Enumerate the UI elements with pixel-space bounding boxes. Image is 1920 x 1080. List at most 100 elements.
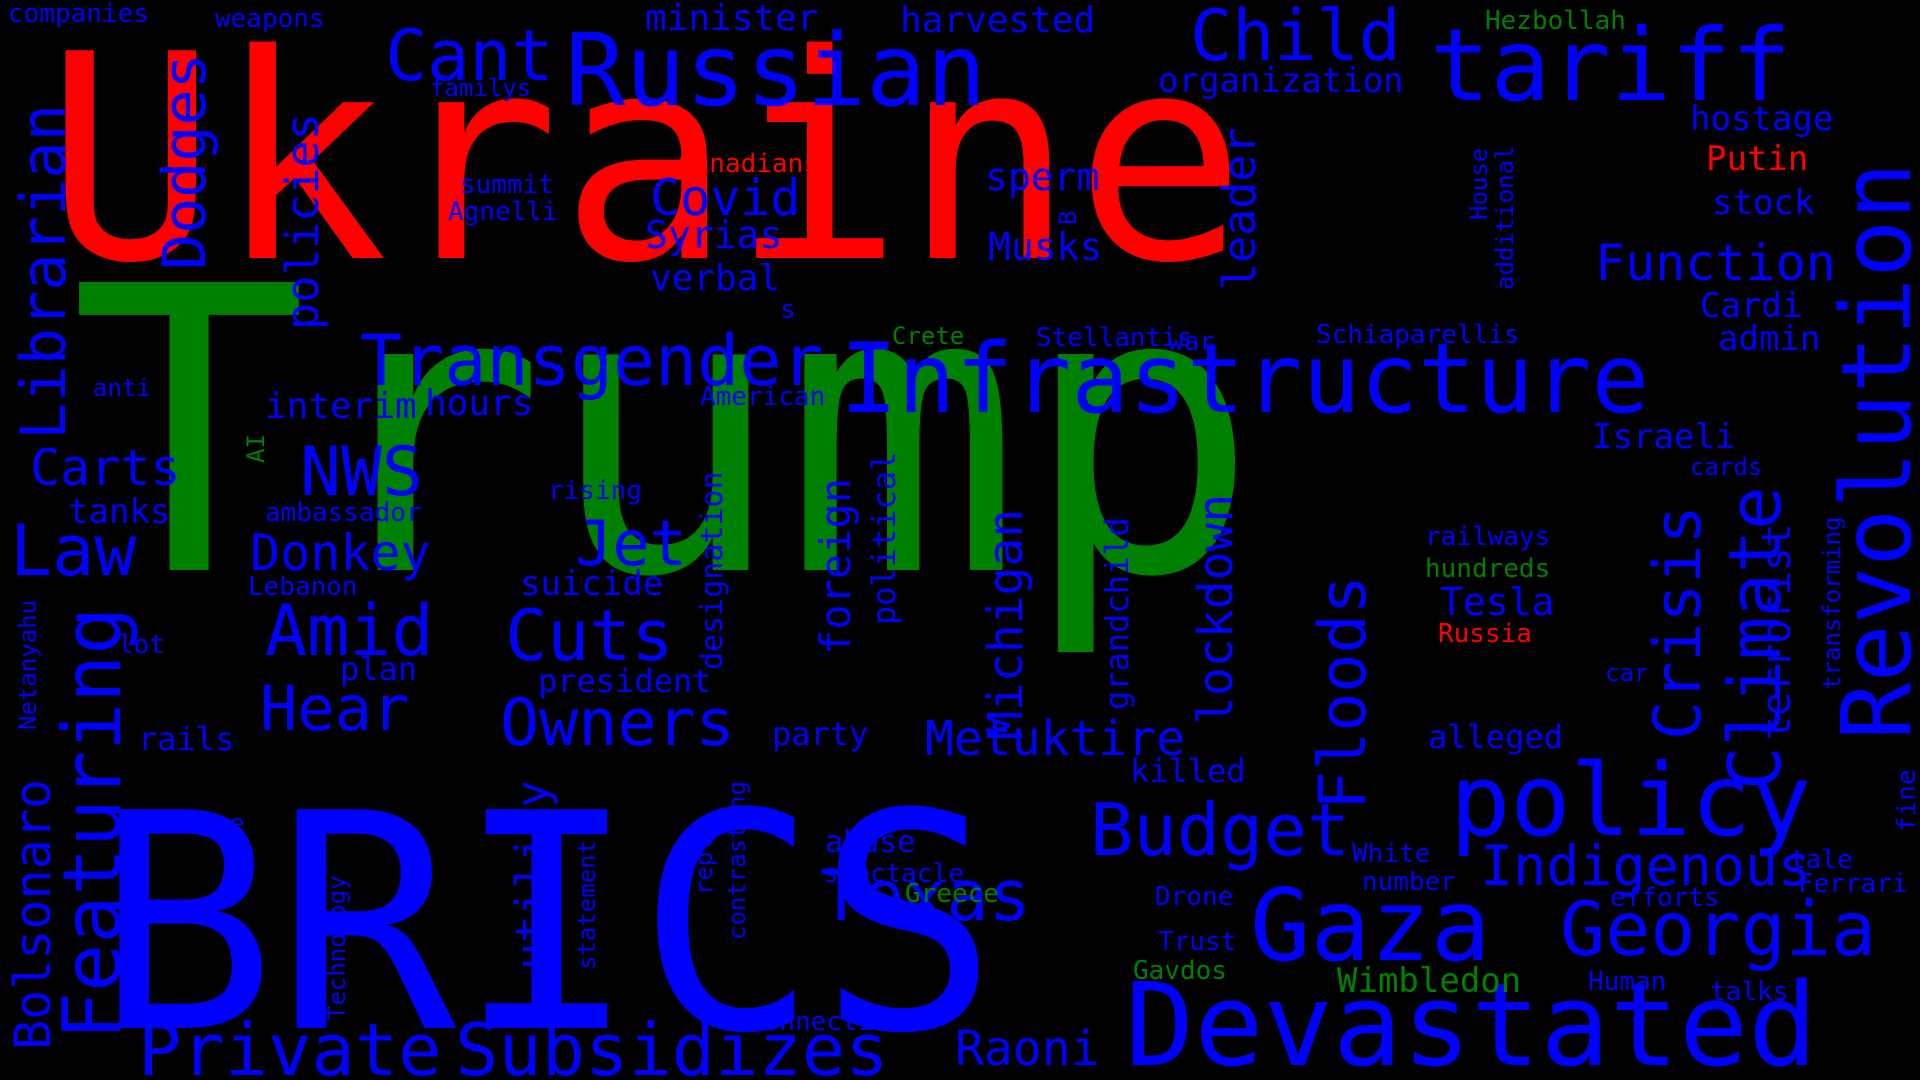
cloud-word-subsidizes: Subsidizes: [455, 1008, 888, 1080]
cloud-word-greece: Greece: [905, 879, 999, 909]
cloud-word-killed: killed: [1130, 752, 1246, 790]
cloud-word-amid: Amid: [265, 590, 434, 672]
cloud-word-librarian: Librarian: [7, 104, 80, 440]
cloud-word-carts: Carts: [30, 439, 181, 497]
cloud-word-devastated: Devastated: [1125, 959, 1817, 1080]
cloud-word-covid: Covid: [650, 169, 801, 227]
cloud-word-transgender: Transgender: [360, 320, 824, 402]
cloud-word-utility: utility: [506, 780, 559, 970]
cloud-word-sperm: sperm: [985, 155, 1099, 199]
cloud-word-gaza: Gaza: [1250, 867, 1491, 984]
cloud-word-rising: rising: [548, 476, 642, 506]
cloud-word-white: White: [1352, 839, 1430, 869]
cloud-word-indigenous: Indigenous: [1480, 834, 1811, 898]
cloud-word-additional: additional: [1491, 146, 1519, 291]
cloud-word-ambassador: ambassador: [265, 498, 422, 528]
cloud-word-minister: minister: [645, 0, 818, 39]
cloud-word-statement: statement: [573, 840, 601, 970]
cloud-word-transforming: transforming: [1818, 517, 1846, 690]
cloud-word-organization: organization: [1158, 61, 1404, 101]
cloud-word-infrastructure: Infrastructure: [840, 323, 1649, 435]
cloud-word-hezbollah: Hezbollah: [1485, 6, 1626, 36]
cloud-word-drone: Drone: [1155, 882, 1233, 912]
cloud-word-featuring: Featuring: [46, 607, 139, 1040]
cloud-word-private: Private: [138, 1008, 441, 1080]
cloud-word-netanyahu: Netanyahu: [14, 600, 42, 730]
cloud-word-abuse: abuse: [825, 825, 915, 860]
cloud-word-russia: Russia: [1438, 619, 1532, 649]
cloud-word-nws: NWS: [300, 433, 423, 512]
cloud-word-law: Law: [10, 510, 137, 592]
cloud-word-connections: Connections: [748, 1007, 920, 1037]
cloud-word-russian: Russian: [565, 12, 986, 129]
cloud-word-policies: policies: [276, 113, 329, 330]
cloud-word-foreign: foreign: [811, 478, 860, 655]
cloud-word-contrasting: contrasting: [723, 781, 751, 940]
cloud-word-summit: summit: [460, 170, 554, 200]
cloud-word-alleged: alleged: [1428, 718, 1563, 756]
cloud-word-admin: admin: [1718, 319, 1820, 359]
cloud-word-railways: railways: [1425, 522, 1550, 552]
cloud-word-weapons: weapons: [215, 4, 325, 34]
cloud-word-hostage: hostage: [1690, 99, 1833, 139]
cloud-word-syrias: Syrias: [645, 213, 782, 257]
cloud-word-ai: AI: [242, 434, 270, 463]
cloud-word-dodges: Dodges: [150, 53, 220, 270]
cloud-word-anti: anti: [93, 374, 151, 402]
cloud-word-terrorist: terrorist: [1754, 523, 1800, 740]
cloud-word-brics: BRICS: [95, 750, 998, 1080]
cloud-word-s: s: [780, 295, 796, 325]
cloud-word-harvested: harvested: [900, 0, 1095, 41]
cloud-word-schiaparellis: Schiaparellis: [1316, 320, 1520, 350]
cloud-word-verbal: verbal: [650, 258, 780, 299]
cloud-word-house: House: [1465, 148, 1493, 220]
cloud-word-ferrari: Ferrari: [1798, 869, 1908, 899]
cloud-word-american: American: [700, 382, 825, 412]
cloud-word-war: war: [1168, 327, 1215, 357]
cloud-word-leader: leader: [1213, 127, 1266, 290]
cloud-word-bolsonaro: Bolsonaro: [4, 779, 62, 1050]
cloud-word-israeli: Israeli: [1592, 417, 1735, 457]
cloud-word-owners: Owners: [500, 686, 735, 761]
cloud-word-designation: designation: [695, 471, 730, 670]
cloud-word-lockdown: lockdown: [1188, 494, 1244, 725]
cloud-word-hear: Hear: [260, 672, 409, 745]
cloud-word-hours: hours: [425, 383, 533, 424]
cloud-word-cards: cards: [1690, 453, 1762, 481]
cloud-word-climate: Climate: [1713, 487, 1797, 790]
cloud-word-number: number: [1362, 867, 1456, 897]
cloud-word-jet: Jet: [575, 507, 687, 580]
cloud-word-suicide: suicide: [520, 564, 663, 604]
cloud-word-agnelli: Agnelli: [448, 197, 558, 227]
cloud-word-car: car: [1605, 659, 1648, 687]
cloud-word-rails: rails: [138, 720, 234, 758]
cloud-word-interim: interim: [265, 386, 417, 427]
cloud-word-familys: familys: [430, 74, 531, 102]
cloud-word-canadians: Canadians: [678, 149, 819, 179]
cloud-word-cuts: Cuts: [505, 595, 674, 677]
cloud-word-party: party: [772, 715, 868, 753]
cloud-word-tanks: tanks: [68, 492, 170, 532]
cloud-word-human: Human: [1588, 967, 1666, 997]
cloud-word-cardi: Cardi: [1700, 286, 1802, 326]
cloud-word-tariff: tariff: [1430, 7, 1791, 124]
cloud-word-grandchild: grandchild: [1098, 517, 1136, 710]
cloud-word-texas: Texas: [820, 855, 1031, 937]
cloud-word-gavdos: Gavdos: [1133, 956, 1227, 986]
cloud-word-tesla: Tesla: [1440, 580, 1554, 624]
cloud-word-b: B: [1054, 211, 1082, 225]
cloud-word-technology: Technology: [323, 876, 351, 1021]
cloud-word-child: Child: [1190, 0, 1401, 77]
cloud-word-ukraine: Ukraine: [45, 0, 1246, 326]
cloud-word-tale: tale: [1790, 845, 1853, 875]
cloud-word-donkey: Donkey: [250, 524, 431, 582]
cloud-word-georgia: Georgia: [1560, 885, 1876, 973]
cloud-word-plan: plan: [340, 650, 417, 688]
cloud-word-reply: reply: [690, 823, 718, 895]
cloud-word-crete: Crete: [892, 322, 964, 350]
cloud-word-floods: Floods: [1306, 575, 1381, 810]
cloud-word-cant: Cant: [385, 15, 554, 97]
